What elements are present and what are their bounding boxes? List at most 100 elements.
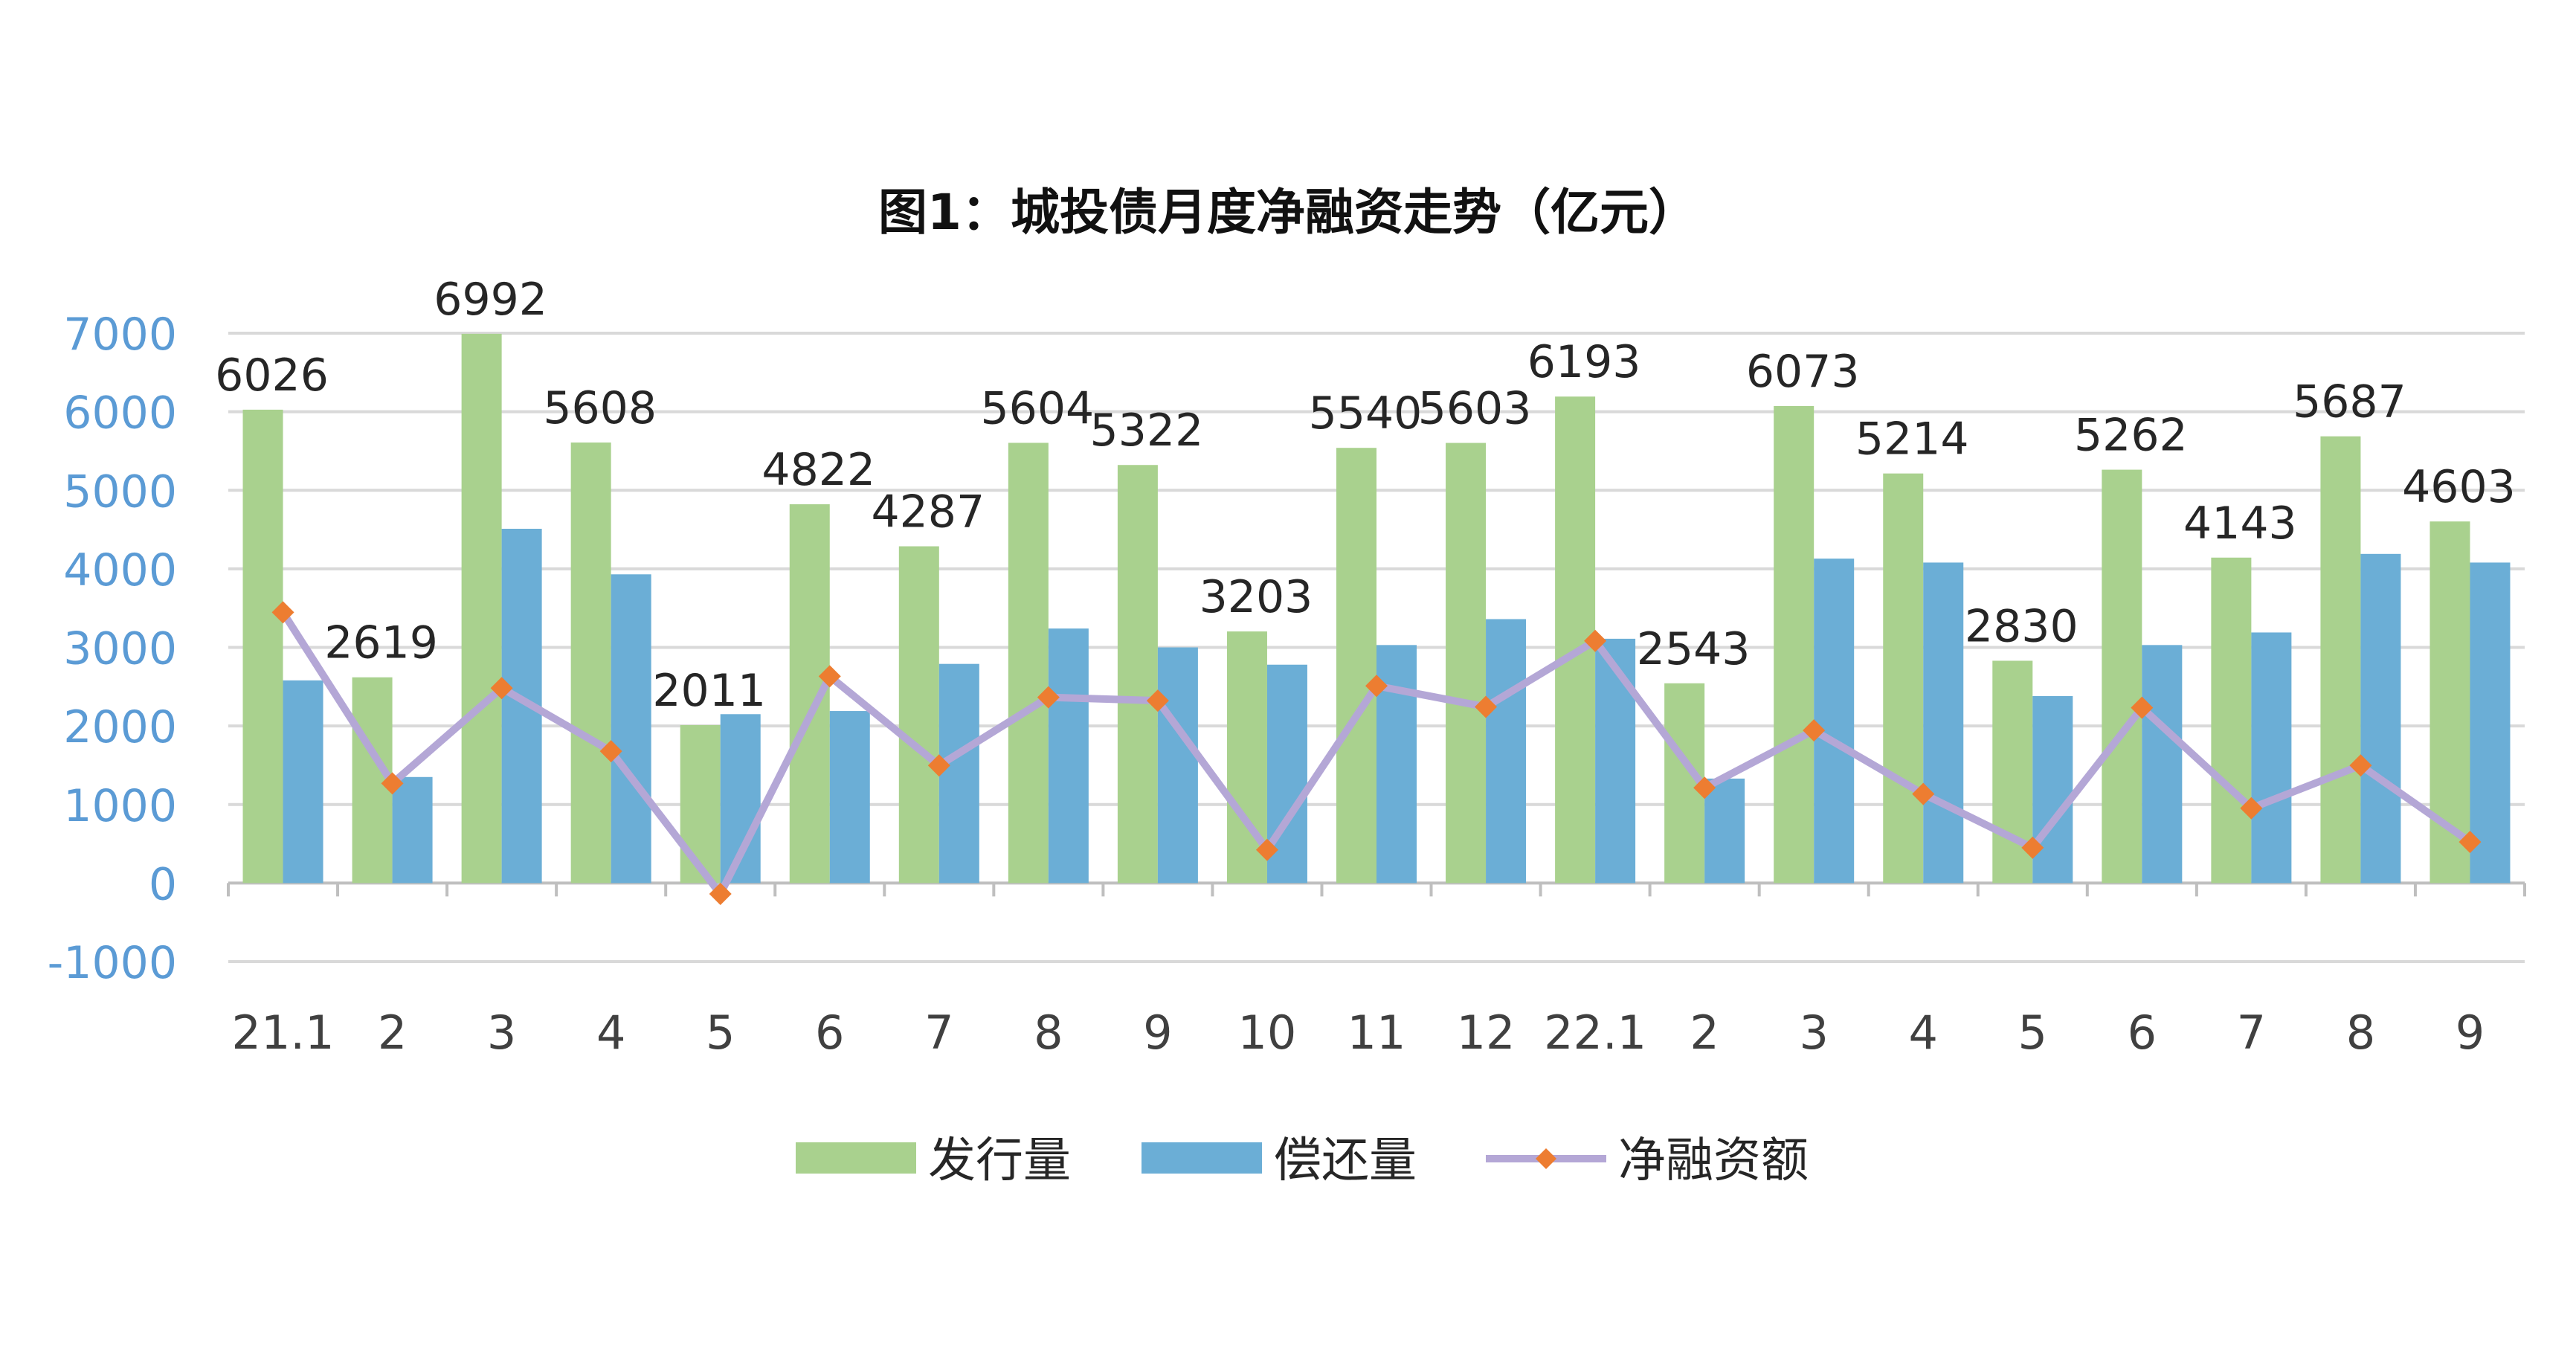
legend-label: 发行量 xyxy=(928,1133,1071,1188)
data-label-issuance: 6073 xyxy=(1746,346,1860,398)
bar-repayment xyxy=(611,574,651,884)
data-label-issuance: 2543 xyxy=(1637,623,1751,675)
net-financing-marker xyxy=(599,740,622,763)
legend-label: 偿还量 xyxy=(1274,1133,1417,1188)
net-financing-marker xyxy=(271,601,294,624)
data-label-issuance: 5687 xyxy=(2293,376,2406,428)
y-tick-label: 0 xyxy=(149,858,177,910)
bar-repayment xyxy=(1486,619,1527,884)
x-tick-label: 3 xyxy=(487,1005,516,1060)
legend-label: 净融资额 xyxy=(1618,1133,1809,1188)
y-axis-ticks: 7000 6000 5000 4000 3000 2000 1000 0 -1000 xyxy=(48,309,177,989)
data-label-issuance: 5603 xyxy=(1418,383,1532,435)
x-tick-label: 12 xyxy=(1457,1005,1516,1060)
data-label-issuance: 4287 xyxy=(871,486,985,538)
net-financing-marker xyxy=(381,772,404,795)
x-tick-label: 8 xyxy=(2346,1005,2375,1060)
x-tick-label: 9 xyxy=(2456,1005,2485,1060)
y-tick-label: 3000 xyxy=(63,623,177,675)
legend-marker xyxy=(1536,1148,1556,1169)
data-label-issuance: 5322 xyxy=(1090,405,1204,457)
data-label-issuance: 4822 xyxy=(761,444,875,496)
bar-issuance xyxy=(1774,405,1815,884)
net-financing-marker xyxy=(1693,776,1716,799)
net-financing-marker xyxy=(1365,675,1388,698)
x-tick-label: 21.1 xyxy=(232,1005,335,1060)
net-financing-marker xyxy=(709,883,732,906)
x-tick-label: 9 xyxy=(1143,1005,1172,1060)
bar-repayment xyxy=(2360,553,2401,884)
x-tick-label: 10 xyxy=(1237,1005,1296,1060)
data-label-issuance: 2011 xyxy=(652,665,766,717)
y-tick-label: 4000 xyxy=(63,544,177,596)
bar-repayment xyxy=(283,680,323,884)
y-tick-label: 6000 xyxy=(63,387,177,440)
bar-issuance xyxy=(2320,436,2361,884)
bar-issuance xyxy=(898,546,939,884)
x-axis-ticks: 21.1 2 3 4 5 6 7 8 9 10 11 12 22.1 2 3 4 5 6 7 8 9 xyxy=(232,1005,2485,1060)
net-financing-marker xyxy=(927,754,950,777)
net-financing-marker xyxy=(1255,838,1278,861)
bar-issuance xyxy=(1008,443,1049,884)
data-label-issuance: 6026 xyxy=(215,350,329,402)
bar-repayment xyxy=(1376,645,1417,884)
bar-issuance xyxy=(2102,469,2142,884)
net-financing-marker xyxy=(1037,686,1060,709)
net-financing-marker xyxy=(2240,797,2263,820)
bar-repayment xyxy=(2251,632,2292,884)
data-label-issuance: 5214 xyxy=(1855,413,1969,466)
bar-repayment xyxy=(1704,778,1745,884)
y-tick-label: 7000 xyxy=(63,309,177,361)
bar-issuance xyxy=(1117,465,1158,884)
data-label-issuance: 5262 xyxy=(2074,410,2188,462)
x-tick-label: 7 xyxy=(2237,1005,2266,1060)
bar-repayment xyxy=(1157,647,1198,884)
x-tick-label: 2 xyxy=(378,1005,407,1060)
bar-issuance xyxy=(1446,443,1487,884)
data-label-issuance: 4603 xyxy=(2402,461,2516,513)
bar-repayment xyxy=(1923,562,1964,884)
x-tick-label: 2 xyxy=(1690,1005,1719,1060)
x-tick-label: 4 xyxy=(1909,1005,1938,1060)
x-tick-label: 7 xyxy=(924,1005,953,1060)
net-financing-line-layer xyxy=(271,601,2482,906)
bar-repayment xyxy=(938,663,979,884)
net-financing-marker xyxy=(1584,629,1607,652)
data-label-issuance: 2619 xyxy=(324,617,438,669)
y-tick-label: 2000 xyxy=(63,701,177,753)
legend-swatch xyxy=(796,1142,916,1174)
x-tick-label: 6 xyxy=(2128,1005,2157,1060)
data-label-issuance: 6193 xyxy=(1527,336,1641,388)
data-label-issuance: 5604 xyxy=(981,382,1095,434)
x-tick-label: 3 xyxy=(1799,1005,1828,1060)
bar-repayment xyxy=(2142,645,2183,884)
net-financing-marker xyxy=(490,677,513,700)
y-tick-label: 5000 xyxy=(63,466,177,518)
data-label-issuance: 5540 xyxy=(1309,387,1423,440)
bar-issuance xyxy=(680,724,721,884)
data-label-issuance: 3203 xyxy=(1200,571,1313,623)
net-financing-marker xyxy=(1912,782,1935,805)
x-tick-label: 11 xyxy=(1347,1005,1406,1060)
x-tick-label: 22.1 xyxy=(1544,1005,1646,1060)
bar-repayment xyxy=(392,776,433,884)
x-tick-label: 4 xyxy=(596,1005,625,1060)
chart-title: 图1：城投债月度净融资走势（亿元） xyxy=(878,184,1698,241)
x-tick-label: 6 xyxy=(815,1005,844,1060)
y-tick-label: -1000 xyxy=(48,937,177,989)
x-tick-label: 8 xyxy=(1034,1005,1063,1060)
legend-swatch xyxy=(1142,1142,1262,1174)
bar-issuance xyxy=(1883,473,1924,884)
bars-layer xyxy=(242,333,2511,884)
bar-repayment xyxy=(2470,562,2511,884)
net-financing-marker xyxy=(1803,719,1826,742)
data-label-issuance: 5608 xyxy=(543,382,657,434)
bar-repayment xyxy=(2032,695,2073,884)
bar-issuance xyxy=(2211,557,2252,884)
data-label-issuance: 2830 xyxy=(1965,600,2078,652)
data-label-issuance: 6992 xyxy=(434,274,547,326)
y-tick-label: 1000 xyxy=(63,780,177,832)
